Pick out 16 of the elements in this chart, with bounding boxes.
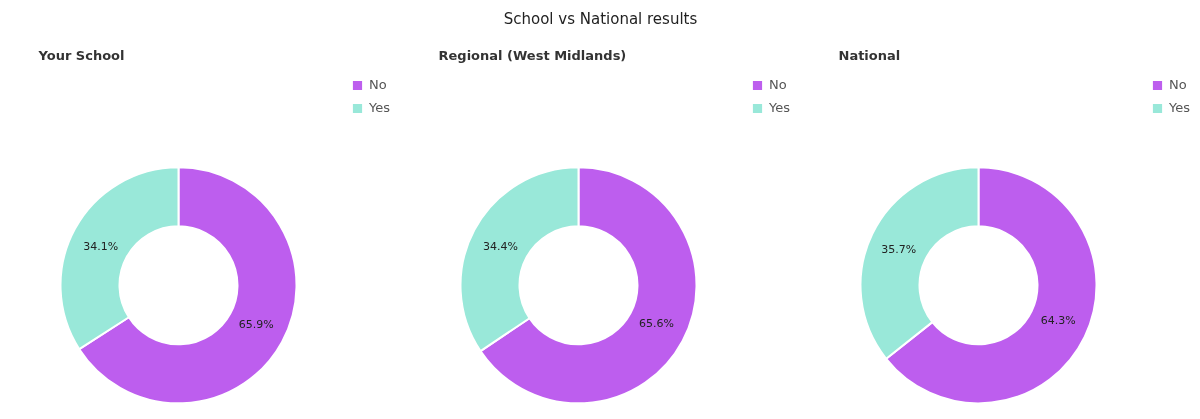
legend-label: No [369, 77, 388, 92]
data-label: 35.7% [881, 243, 917, 257]
data-label: 65.6% [639, 317, 675, 331]
data-label: 34.1% [83, 239, 119, 253]
legend-label: No [769, 77, 788, 92]
legend-label: No [1169, 77, 1188, 92]
chart-title: Your School [37, 47, 125, 63]
chart-title: Regional (West Midlands) [438, 47, 627, 63]
legend-label: Yes [369, 100, 390, 115]
data-label: 64.3% [1040, 314, 1076, 328]
chart-title: National [838, 47, 901, 63]
data-label: 65.9% [238, 318, 274, 332]
legend-label: Yes [1169, 100, 1190, 115]
legend-label: Yes [769, 100, 790, 115]
text: School vs National results [503, 9, 698, 28]
data-label: 34.4% [482, 240, 518, 254]
